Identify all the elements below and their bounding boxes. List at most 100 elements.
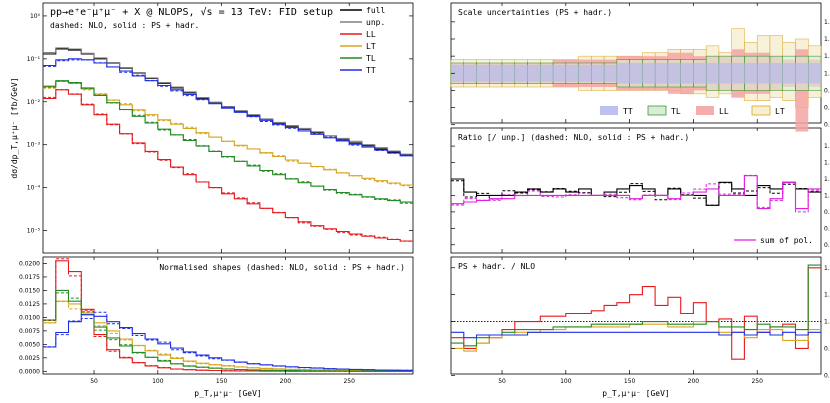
scale-band-TT	[527, 64, 541, 82]
ratio-line-full	[451, 178, 821, 206]
shapes-xtick-label: 250	[343, 378, 355, 385]
legend-label-band-LT: LT	[775, 107, 785, 116]
main-line-LL	[43, 89, 413, 242]
shapes-title: Normalised shapes (dashed: NLO, solid : …	[159, 263, 405, 272]
scale-ytick-label: 0.95	[824, 87, 830, 94]
scale-band-TT	[451, 64, 464, 82]
main-ytick-label: 10⁰	[30, 13, 41, 20]
scale-band-TT	[731, 63, 745, 84]
main-ytick-label: 10⁻²	[27, 99, 41, 106]
scale-band-TT	[667, 63, 681, 84]
scale-ytick-label: 1.05	[824, 53, 830, 60]
shapes-ytick-label: 0.0000	[19, 368, 40, 375]
ratio-ytick-label: 1.05	[824, 176, 830, 183]
psnlo-line-TL	[451, 264, 821, 347]
left-xlabel: p_T,μ⁺μ⁻ [GeV]	[194, 389, 261, 398]
legend-label-full: full	[366, 6, 385, 15]
psnlo-ytick-label: 0.9	[824, 345, 830, 352]
right-xlabel: p_T,μ⁺μ⁻ [GeV]	[602, 389, 669, 398]
scale-band-TT	[616, 63, 630, 84]
legend-label-sum: sum of pol.	[760, 236, 813, 245]
main-ytick-label: 10⁻¹	[27, 56, 41, 63]
scale-band-TT	[540, 64, 554, 82]
shapes-line-nlo-TT	[43, 311, 413, 371]
shapes-line-TL	[43, 289, 413, 372]
scale-band-TT	[795, 63, 809, 84]
scale-band-TT	[769, 63, 783, 84]
scale-band-TT	[489, 64, 503, 82]
shapes-xtick-label: 100	[152, 378, 164, 385]
main-line-TL	[43, 80, 413, 203]
ratio-ytick-label: 1.00	[824, 192, 830, 199]
psnlo-xtick-label: 50	[498, 378, 506, 385]
scale-ytick-label: 1.15	[824, 19, 830, 26]
scale-band-TT	[629, 63, 643, 84]
scale-legend: TT TL LL LT	[600, 105, 785, 116]
main-line-LT	[43, 80, 413, 186]
ratio-line-sum	[451, 175, 821, 210]
psnlo-xtick-label: 150	[624, 378, 636, 385]
legend-label-band-LL: LL	[719, 107, 729, 116]
shapes-xtick-label: 200	[280, 378, 292, 385]
main-panel-frame	[42, 2, 414, 254]
legend-label-TT: TT	[366, 66, 376, 75]
shapes-ytick-label: 0.0050	[19, 341, 40, 348]
ratio-ytick-label: 0.95	[824, 209, 830, 216]
scale-band-TT	[706, 63, 719, 84]
psnlo-ytick-label: 1.0	[824, 319, 830, 326]
ratio-panel-frame	[450, 127, 822, 254]
scale-band-TT	[591, 64, 605, 82]
legend-label-unp: unp.	[366, 18, 385, 27]
psnlo-panel-frame	[450, 256, 822, 375]
scale-band-TT	[744, 63, 758, 84]
scale-title: Scale uncertainties (PS + hadr.)	[458, 8, 612, 17]
main-subtitle: dashed: NLO, solid : PS + hadr.	[50, 21, 199, 30]
main-line-full	[43, 48, 413, 156]
scale-band-TT	[604, 64, 617, 82]
ratio-line-nlo-full	[451, 180, 821, 206]
main-line-nlo-LT	[43, 81, 413, 187]
ratio-ytick-label: 0.85	[824, 242, 830, 249]
psnlo-line-LL	[451, 267, 821, 360]
scale-band-TT	[642, 63, 656, 84]
main-legend: full unp. LL LT TL TT	[340, 6, 385, 75]
shapes-xtick-label: 50	[90, 378, 98, 385]
scale-band-TT	[680, 63, 694, 84]
scale-ytick-label: 0.85	[824, 122, 830, 129]
legend-label-LT: LT	[366, 42, 376, 51]
ratio-line-nlo-sum	[451, 174, 821, 213]
psnlo-ytick-label: 0.8	[824, 372, 830, 379]
legend-swatch-TL	[647, 105, 667, 116]
ratio-title: Ratio [/ unp.] (dashed: NLO, solid : PS …	[458, 133, 689, 142]
shapes-ytick-label: 0.0100	[19, 314, 40, 321]
scale-band-TT	[718, 63, 732, 84]
legend-label-band-TL: TL	[671, 107, 681, 116]
ratio-ytick-label: 1.10	[824, 160, 830, 167]
legend-swatch-LT	[751, 105, 771, 116]
scale-band-TT	[514, 64, 528, 82]
scale-band-TT	[565, 64, 579, 82]
scale-band-TT	[693, 63, 707, 84]
main-line-unp	[43, 47, 413, 155]
scale-band-TT	[578, 64, 592, 82]
main-ytick-label: 10⁻⁵	[27, 228, 41, 235]
scale-band-TT	[808, 63, 821, 84]
psnlo-title: PS + hadr. / NLO	[458, 262, 535, 271]
main-line-nlo-LL	[43, 89, 413, 242]
shapes-line-TT	[43, 314, 413, 371]
scale-band-TT	[502, 64, 515, 82]
main-title: pp→e⁺e⁻μ⁺μ⁻ + X @ NLOPS, √s = 13 TeV: FI…	[50, 6, 333, 18]
scale-band-TT	[757, 63, 770, 84]
shapes-line-nlo-TL	[43, 292, 413, 372]
scale-ytick-label: 1.10	[824, 36, 830, 43]
scale-band-TT	[553, 64, 566, 82]
psnlo-xtick-label: 250	[751, 378, 763, 385]
psnlo-xtick-label: 100	[560, 378, 572, 385]
main-line-TT	[43, 58, 413, 157]
legend-swatch-TT	[600, 106, 618, 115]
main-ylabel: dσ/dp_T,μ⁺μ⁻ [fb/GeV]	[10, 77, 19, 178]
psnlo-xtick-label: 200	[688, 378, 700, 385]
psnlo-ytick-label: 1.1	[824, 292, 830, 299]
shapes-panel-frame	[42, 256, 414, 375]
